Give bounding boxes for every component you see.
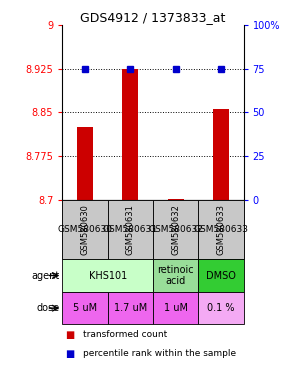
Bar xyxy=(62,292,108,324)
Bar xyxy=(153,200,198,259)
Text: ■: ■ xyxy=(65,330,75,340)
Text: retinoic
acid: retinoic acid xyxy=(157,265,194,286)
Text: GSM580631: GSM580631 xyxy=(103,225,158,234)
Text: 1 uM: 1 uM xyxy=(164,303,188,313)
Text: ■: ■ xyxy=(65,349,75,359)
Bar xyxy=(62,259,153,292)
Bar xyxy=(108,200,153,259)
Text: GSM580631: GSM580631 xyxy=(126,204,135,255)
Bar xyxy=(168,199,184,200)
Text: percentile rank within the sample: percentile rank within the sample xyxy=(83,349,236,358)
Bar xyxy=(108,292,153,324)
Bar xyxy=(198,292,244,324)
Bar xyxy=(153,200,198,259)
Text: GSM580633: GSM580633 xyxy=(216,204,225,255)
Text: DMSO: DMSO xyxy=(206,270,236,281)
Bar xyxy=(153,259,198,292)
Text: dose: dose xyxy=(36,303,59,313)
Text: GSM580632: GSM580632 xyxy=(171,204,180,255)
Text: GSM580630: GSM580630 xyxy=(57,225,113,234)
Bar xyxy=(198,200,244,259)
Bar xyxy=(198,259,244,292)
Text: transformed count: transformed count xyxy=(83,330,167,339)
Text: 5 uM: 5 uM xyxy=(73,303,97,313)
Bar xyxy=(153,292,198,324)
Bar xyxy=(62,200,108,259)
Text: KHS101: KHS101 xyxy=(88,270,127,281)
Bar xyxy=(198,200,244,259)
Title: GDS4912 / 1373833_at: GDS4912 / 1373833_at xyxy=(80,11,226,24)
Text: 0.1 %: 0.1 % xyxy=(207,303,235,313)
Text: GSM580630: GSM580630 xyxy=(81,204,90,255)
Bar xyxy=(122,69,138,200)
Text: agent: agent xyxy=(31,270,59,281)
Bar xyxy=(62,200,108,259)
Text: 1.7 uM: 1.7 uM xyxy=(114,303,147,313)
Bar xyxy=(213,109,229,200)
Bar xyxy=(108,200,153,259)
Text: GSM580633: GSM580633 xyxy=(193,225,249,234)
Bar xyxy=(77,127,93,200)
Text: GSM580632: GSM580632 xyxy=(148,225,203,234)
